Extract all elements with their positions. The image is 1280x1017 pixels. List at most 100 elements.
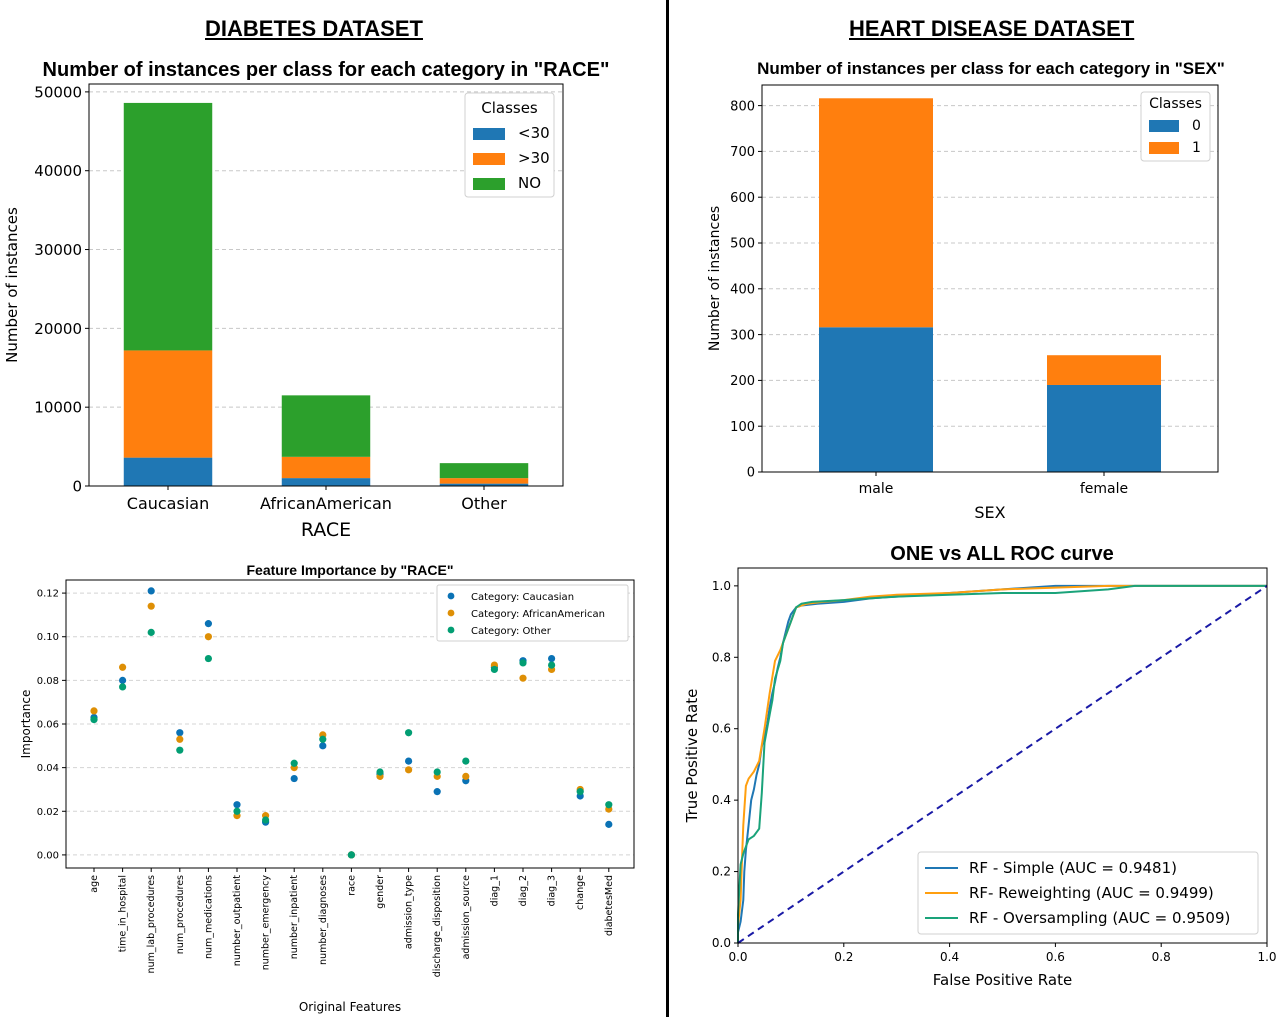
data-point: [519, 674, 527, 682]
x-tick-label: diag_1: [489, 875, 500, 906]
y-axis-label: True Positive Rate: [683, 689, 701, 824]
bar-segment: [281, 456, 371, 479]
y-axis-label: Importance: [19, 690, 33, 759]
x-tick-label: number_outpatient: [232, 875, 243, 966]
roc-line: [737, 584, 1267, 943]
data-point: [490, 665, 498, 674]
data-point: [290, 759, 298, 767]
x-tick-label: diabetesMed: [604, 875, 615, 936]
legend-marker: [447, 609, 455, 617]
data-point: [147, 628, 155, 636]
data-point: [204, 633, 212, 641]
y-tick-label: 0.12: [37, 589, 59, 600]
data-point: [176, 735, 184, 743]
data-point: [204, 654, 212, 663]
bar-segment: [281, 478, 371, 486]
y-tick-label: 0.04: [37, 763, 59, 774]
data-point: [462, 757, 470, 765]
y-tick-label: 30000: [34, 241, 82, 259]
data-point: [233, 807, 241, 815]
x-tick-label: time_in_hospital: [118, 875, 129, 952]
x-tick-label: discharge_disposition: [432, 875, 443, 977]
legend-label: Category: AfricanAmerican: [471, 609, 605, 620]
y-tick-label: 50000: [34, 83, 82, 101]
data-point: [233, 801, 241, 809]
x-tick-label: 0.0: [728, 950, 747, 964]
chart-title: Feature Importance by "RACE": [247, 562, 454, 578]
data-point: [433, 768, 441, 776]
x-tick-label: male: [859, 481, 894, 497]
data-point: [405, 729, 413, 737]
axes-frame: [88, 83, 564, 487]
y-tick-label: 0.08: [37, 676, 59, 687]
legend-swatch: [473, 128, 505, 140]
data-point: [319, 742, 327, 750]
y-tick-label: 800: [730, 99, 755, 114]
legend-label: Category: Other: [471, 626, 552, 637]
data-point: [548, 654, 556, 663]
data-point: [376, 768, 384, 776]
data-point: [176, 729, 184, 737]
data-point: [576, 788, 584, 796]
y-tick-label: 0.8: [712, 650, 731, 664]
data-point: [605, 801, 613, 809]
data-point: [519, 659, 527, 667]
legend-marker: [447, 626, 455, 634]
y-tick-label: 400: [730, 282, 755, 297]
diabetes-section-title: DIABETES DATASET: [205, 16, 423, 41]
x-tick-label: num_medications: [203, 875, 214, 959]
x-axis-label: False Positive Rate: [933, 971, 1072, 989]
legend-swatch: [1149, 120, 1179, 132]
x-tick-label: Caucasian: [127, 494, 209, 513]
data-point: [405, 757, 413, 765]
y-tick-label: 100: [730, 420, 755, 435]
axes-frame: [761, 84, 1219, 473]
y-axis-label: Number of instances: [3, 207, 21, 363]
data-point: [405, 766, 413, 774]
bar-segment: [123, 350, 213, 458]
bar-segment: [123, 102, 213, 351]
legend-label: 1: [1192, 140, 1201, 156]
x-tick-label: race: [346, 875, 357, 896]
y-tick-label: 600: [730, 191, 755, 206]
x-tick-label: AfricanAmerican: [260, 494, 392, 513]
y-tick-label: 0: [72, 477, 82, 495]
chart-title: ONE vs ALL ROC curve: [890, 543, 1113, 565]
data-point: [90, 716, 98, 724]
chance-line: [737, 585, 1268, 944]
data-point: [347, 851, 355, 859]
legend-title: Classes: [1149, 96, 1202, 112]
x-tick-label: 1.0: [1257, 950, 1276, 964]
y-tick-label: 0.00: [37, 850, 59, 861]
bar-segment: [439, 463, 529, 479]
x-tick-label: 0.4: [940, 950, 959, 964]
x-tick-label: admission_type: [404, 875, 415, 949]
y-tick-label: 0.0: [712, 936, 731, 950]
y-tick-label: 0.06: [37, 720, 59, 731]
y-tick-label: 200: [730, 374, 755, 389]
y-tick-label: 0.10: [37, 632, 59, 643]
x-tick-label: gender: [375, 875, 386, 909]
x-tick-label: number_emergency: [261, 875, 272, 971]
data-point: [90, 707, 98, 715]
bar-segment: [439, 478, 529, 484]
legend-swatch: [1149, 142, 1179, 154]
data-point: [290, 774, 298, 783]
y-tick-label: 700: [730, 145, 755, 160]
legend-label: 0: [1192, 118, 1201, 134]
x-tick-label: 0.2: [834, 950, 853, 964]
y-tick-label: 500: [730, 237, 755, 252]
data-point: [147, 587, 155, 595]
x-axis-label: SEX: [974, 503, 1005, 522]
chart-title: Number of instances per class for each c…: [757, 59, 1225, 78]
y-tick-label: 10000: [34, 399, 82, 417]
legend-box: [917, 851, 1259, 935]
x-tick-label: female: [1080, 481, 1128, 497]
y-axis-label: Number of instances: [707, 206, 723, 351]
data-point: [119, 663, 127, 671]
bar-segment: [123, 457, 213, 486]
data-point: [204, 620, 212, 628]
bar-segment: [819, 327, 933, 472]
data-point: [433, 788, 441, 796]
legend-box: [436, 584, 629, 642]
